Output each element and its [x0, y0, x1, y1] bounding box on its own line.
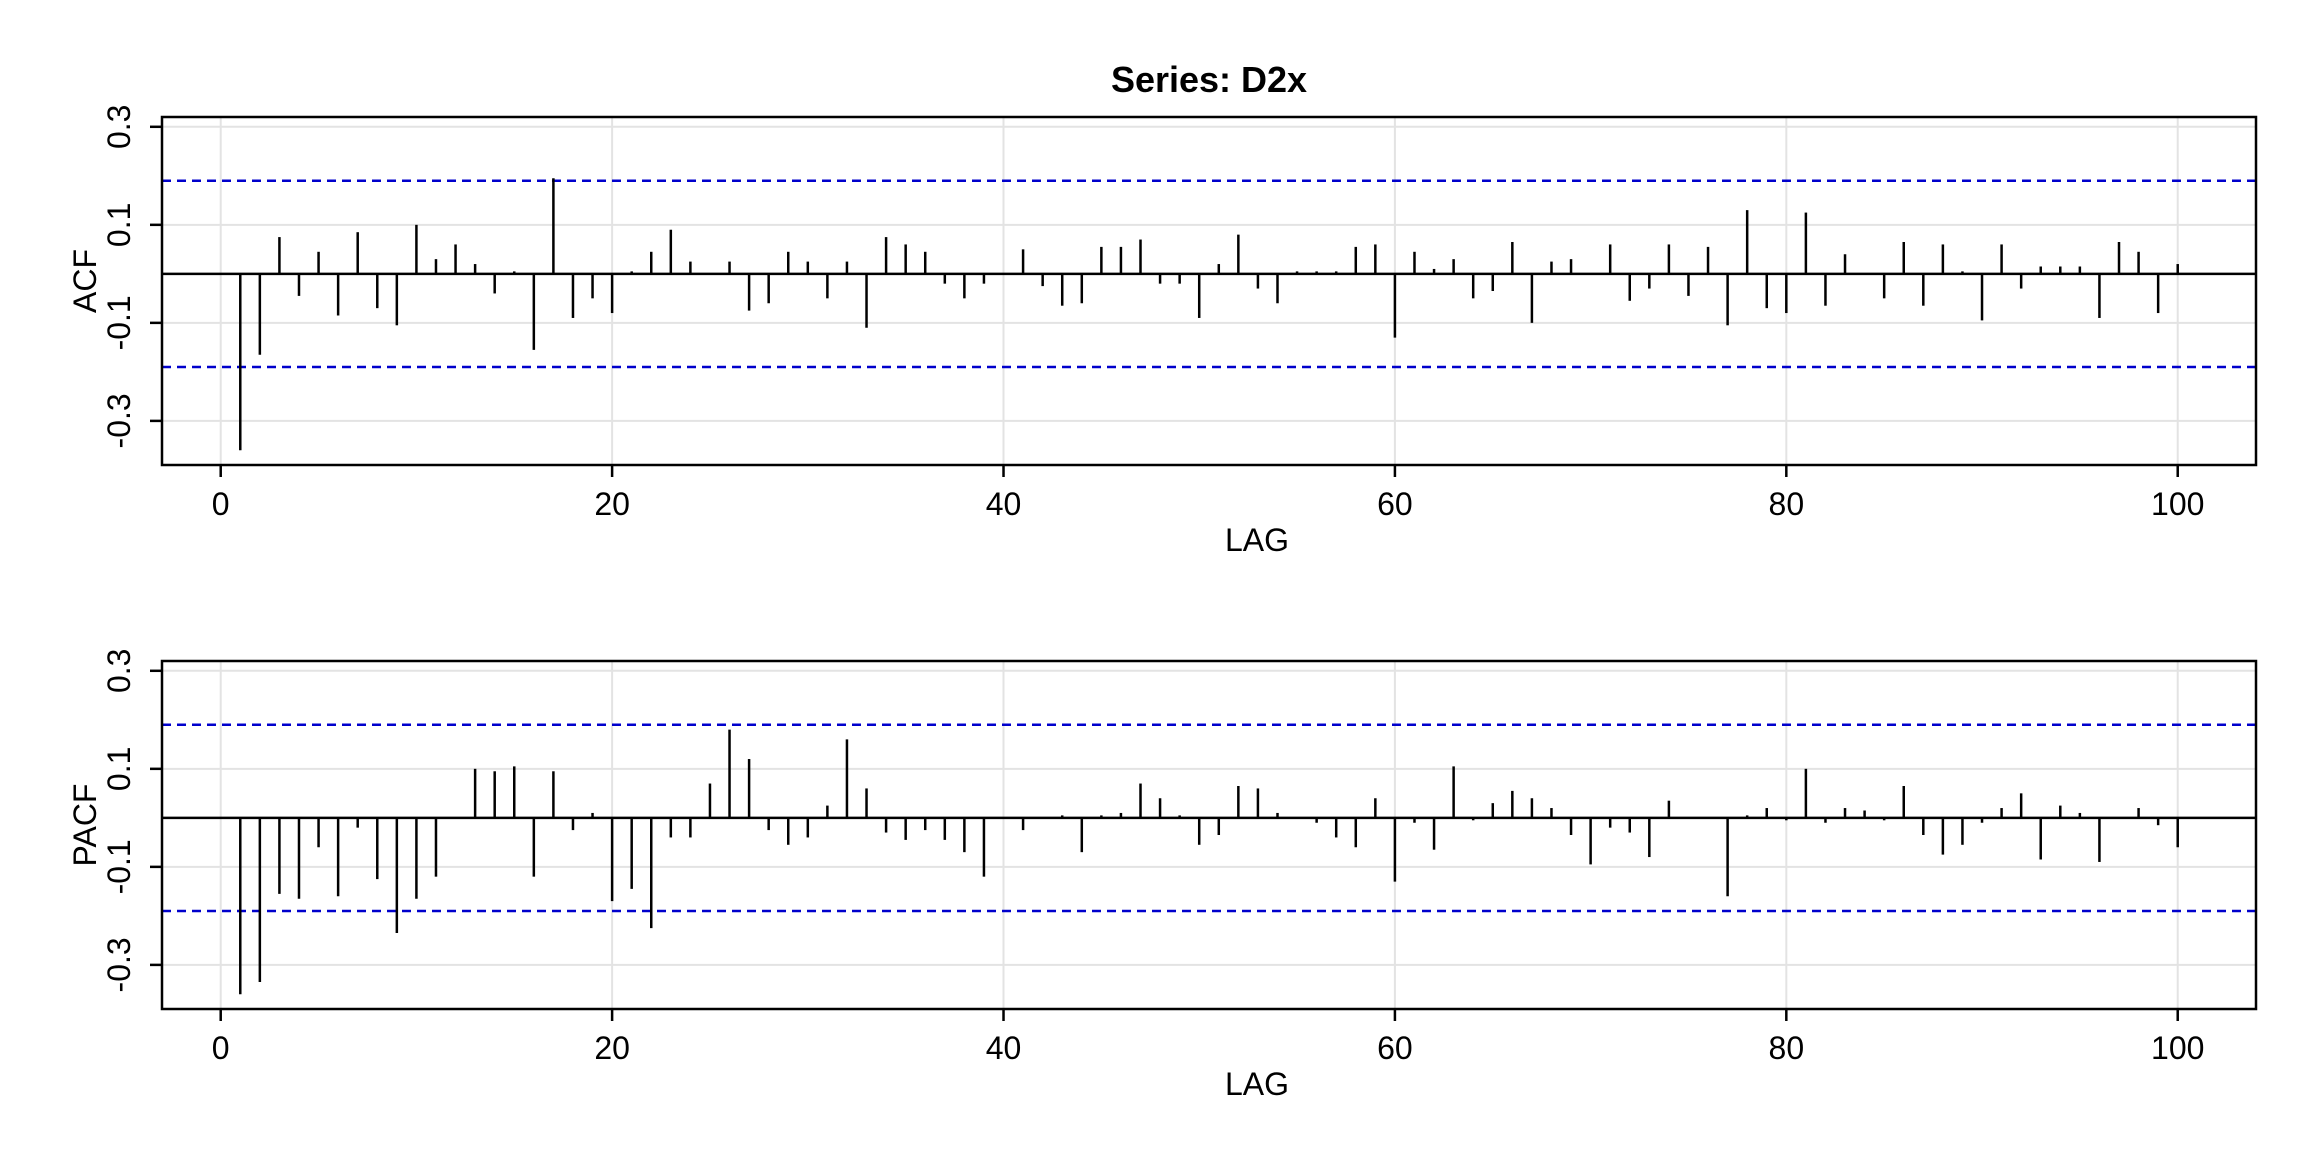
pacf-ytick-label: 0.3 — [101, 649, 137, 693]
acf-ytick-label: -0.3 — [101, 393, 137, 448]
pacf-ytick-label: 0.1 — [101, 747, 137, 791]
chart-title: Series: D2x — [1111, 59, 1307, 100]
acf-xtick-label: 80 — [1769, 486, 1805, 522]
acf-y-axis-label: ACF — [67, 249, 103, 313]
acf-panel: 0 20 40 60 80 100 -0.3 -0.1 0.1 0.3 LAG ACF — [67, 105, 2258, 558]
acf-xtick-label: 20 — [594, 486, 630, 522]
pacf-panel: 0 20 40 60 80 100 -0.3 -0.1 0.1 0.3 LAG PACF — [67, 649, 2258, 1102]
acf-x-axis-label: LAG — [1225, 522, 1289, 558]
pacf-xtick-label: 40 — [986, 1030, 1022, 1066]
acf-xtick-label: 0 — [212, 486, 230, 522]
pacf-ytick-label: -0.3 — [101, 937, 137, 992]
pacf-plot-frame — [160, 659, 2258, 1011]
acf-ytick-label: -0.1 — [101, 295, 137, 350]
acf-ytick-label: 0.3 — [101, 105, 137, 149]
pacf-ytick-label: -0.1 — [101, 839, 137, 894]
pacf-y-axis-label: PACF — [67, 784, 103, 867]
pacf-xtick-label: 20 — [594, 1030, 630, 1066]
acf-xtick-label: 40 — [986, 486, 1022, 522]
pacf-xtick-label: 100 — [2151, 1030, 2204, 1066]
acf-ytick-label: 0.1 — [101, 203, 137, 247]
pacf-x-axis-label: LAG — [1225, 1066, 1289, 1102]
pacf-xtick-label: 80 — [1769, 1030, 1805, 1066]
pacf-xtick-label: 0 — [212, 1030, 230, 1066]
acf-plot-frame — [160, 115, 2258, 467]
acf-xtick-label: 100 — [2151, 486, 2204, 522]
pacf-xtick-label: 60 — [1377, 1030, 1413, 1066]
acf-xtick-label: 60 — [1377, 486, 1413, 522]
